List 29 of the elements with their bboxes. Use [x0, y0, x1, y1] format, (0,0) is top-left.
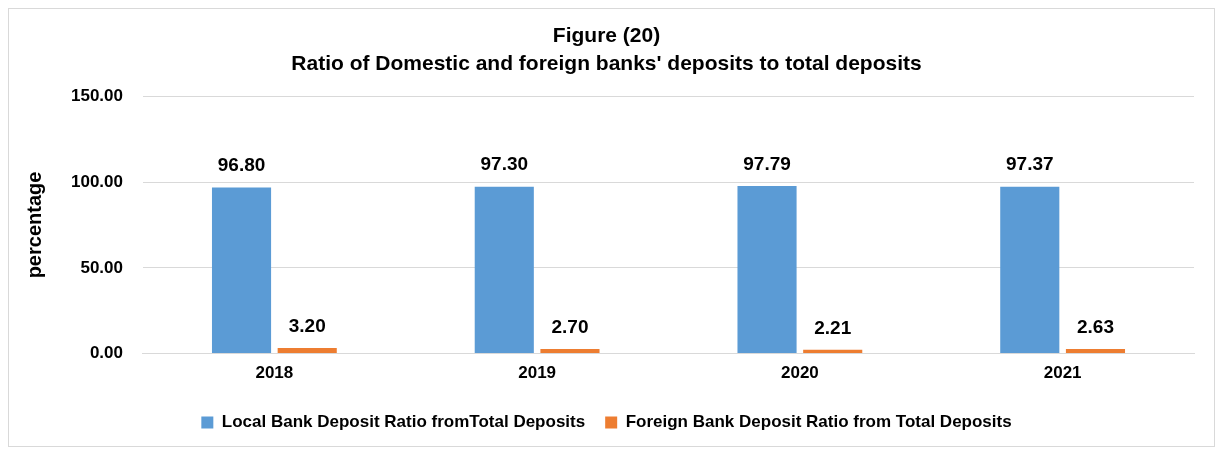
bar — [211, 187, 272, 354]
chart-subtitle: Ratio of Domestic and foreign banks' deposits to total deposits — [291, 50, 922, 74]
bar — [540, 348, 600, 354]
x-tick-label: 2018 — [255, 363, 294, 383]
bar — [277, 348, 337, 354]
bar — [737, 185, 797, 354]
bar — [474, 186, 534, 354]
data-label: 2.63 — [1076, 315, 1114, 337]
data-label: 97.37 — [1006, 153, 1054, 175]
bar — [1000, 186, 1060, 354]
bar — [1065, 349, 1126, 354]
x-tick-label: 2019 — [518, 363, 557, 383]
x-tick-label: 2020 — [780, 363, 819, 383]
y-tick-label: 50.00 — [80, 257, 123, 277]
data-label: 96.80 — [217, 154, 266, 176]
y-tick-label: 0.00 — [89, 343, 123, 363]
legend-label: Local Bank Deposit Ratio fromTotal Deposits — [221, 412, 586, 432]
bar — [803, 349, 863, 354]
data-label: 97.79 — [743, 152, 791, 174]
data-label: 2.21 — [814, 316, 852, 338]
data-label: 3.20 — [288, 314, 326, 336]
data-label: 97.30 — [480, 153, 529, 175]
y-tick-label: 150.00 — [71, 86, 123, 106]
y-axis-title: percentage — [22, 171, 45, 279]
chart-title: Figure (20) — [552, 23, 661, 47]
x-tick-label: 2021 — [1043, 363, 1082, 383]
legend-label: Foreign Bank Deposit Ratio from Total Deposits — [625, 412, 1012, 432]
data-label: 2.70 — [551, 315, 589, 337]
y-tick-label: 100.00 — [71, 171, 123, 191]
